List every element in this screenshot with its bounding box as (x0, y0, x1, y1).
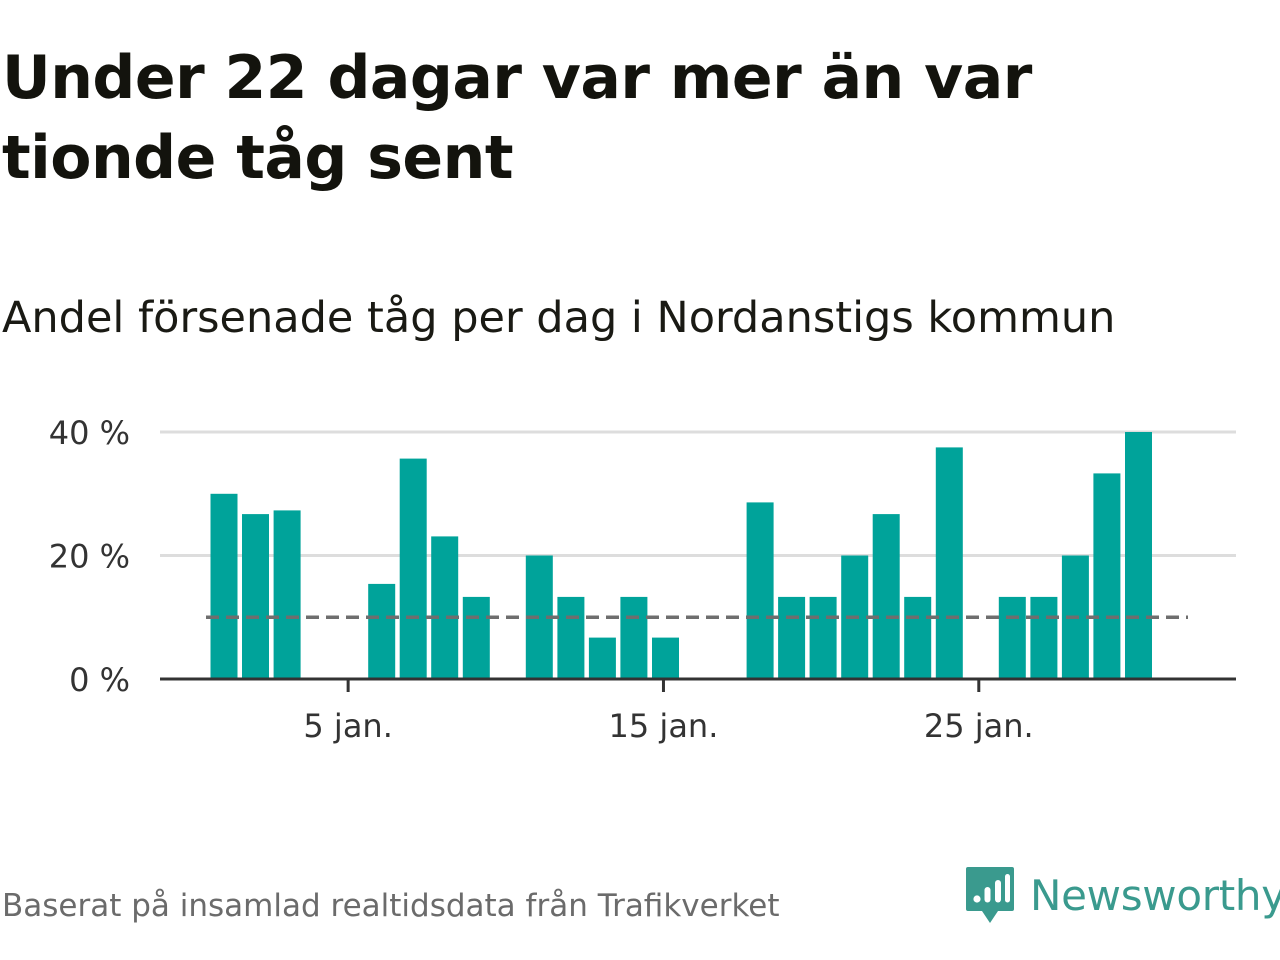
grid-lines (160, 430, 1236, 557)
bar (746, 502, 774, 679)
bar (809, 596, 837, 679)
y-tick-label: 40 % (49, 414, 130, 452)
bar (872, 514, 900, 679)
x-tick-label: 15 jan. (609, 707, 719, 745)
x-tick-label: 25 jan. (924, 707, 1034, 745)
bar (399, 458, 427, 679)
brand-name: Newsworthy (1030, 871, 1280, 920)
bar (273, 510, 301, 679)
bar (462, 596, 490, 679)
chart-subtitle: Andel försenade tåg per dag i Nordanstig… (2, 293, 1116, 343)
bar (620, 596, 648, 679)
bar (368, 583, 396, 679)
bar (1030, 596, 1058, 679)
bar (652, 637, 679, 679)
y-tick-label: 20 % (49, 538, 130, 576)
brand: Newsworthy (964, 864, 1280, 928)
bar (210, 493, 238, 680)
newsworthy-logo-icon (966, 867, 1014, 923)
bar (1125, 432, 1152, 679)
bar (998, 596, 1026, 679)
chart-title: Under 22 dagar var mer än var tionde tåg… (2, 43, 1032, 193)
bar (935, 447, 963, 679)
source-note: Baserat på insamlad realtidsdata från Tr… (2, 888, 780, 924)
x-axis: 5 jan. 15 jan. 25 jan. (160, 677, 1236, 745)
y-tick-label: 0 % (69, 661, 130, 699)
bar (242, 514, 269, 679)
x-tick-label: 5 jan. (303, 707, 392, 745)
bar-chart: 0 % 20 % 40 % 5 jan. 15 jan. 25 jan. (49, 414, 1236, 745)
bar (778, 596, 806, 679)
y-tick-labels: 0 % 20 % 40 % (49, 414, 130, 699)
bar (1093, 473, 1121, 679)
bar (588, 637, 616, 679)
bar (904, 596, 932, 679)
bar (557, 596, 585, 679)
bar (431, 536, 459, 679)
bars (210, 432, 1152, 680)
